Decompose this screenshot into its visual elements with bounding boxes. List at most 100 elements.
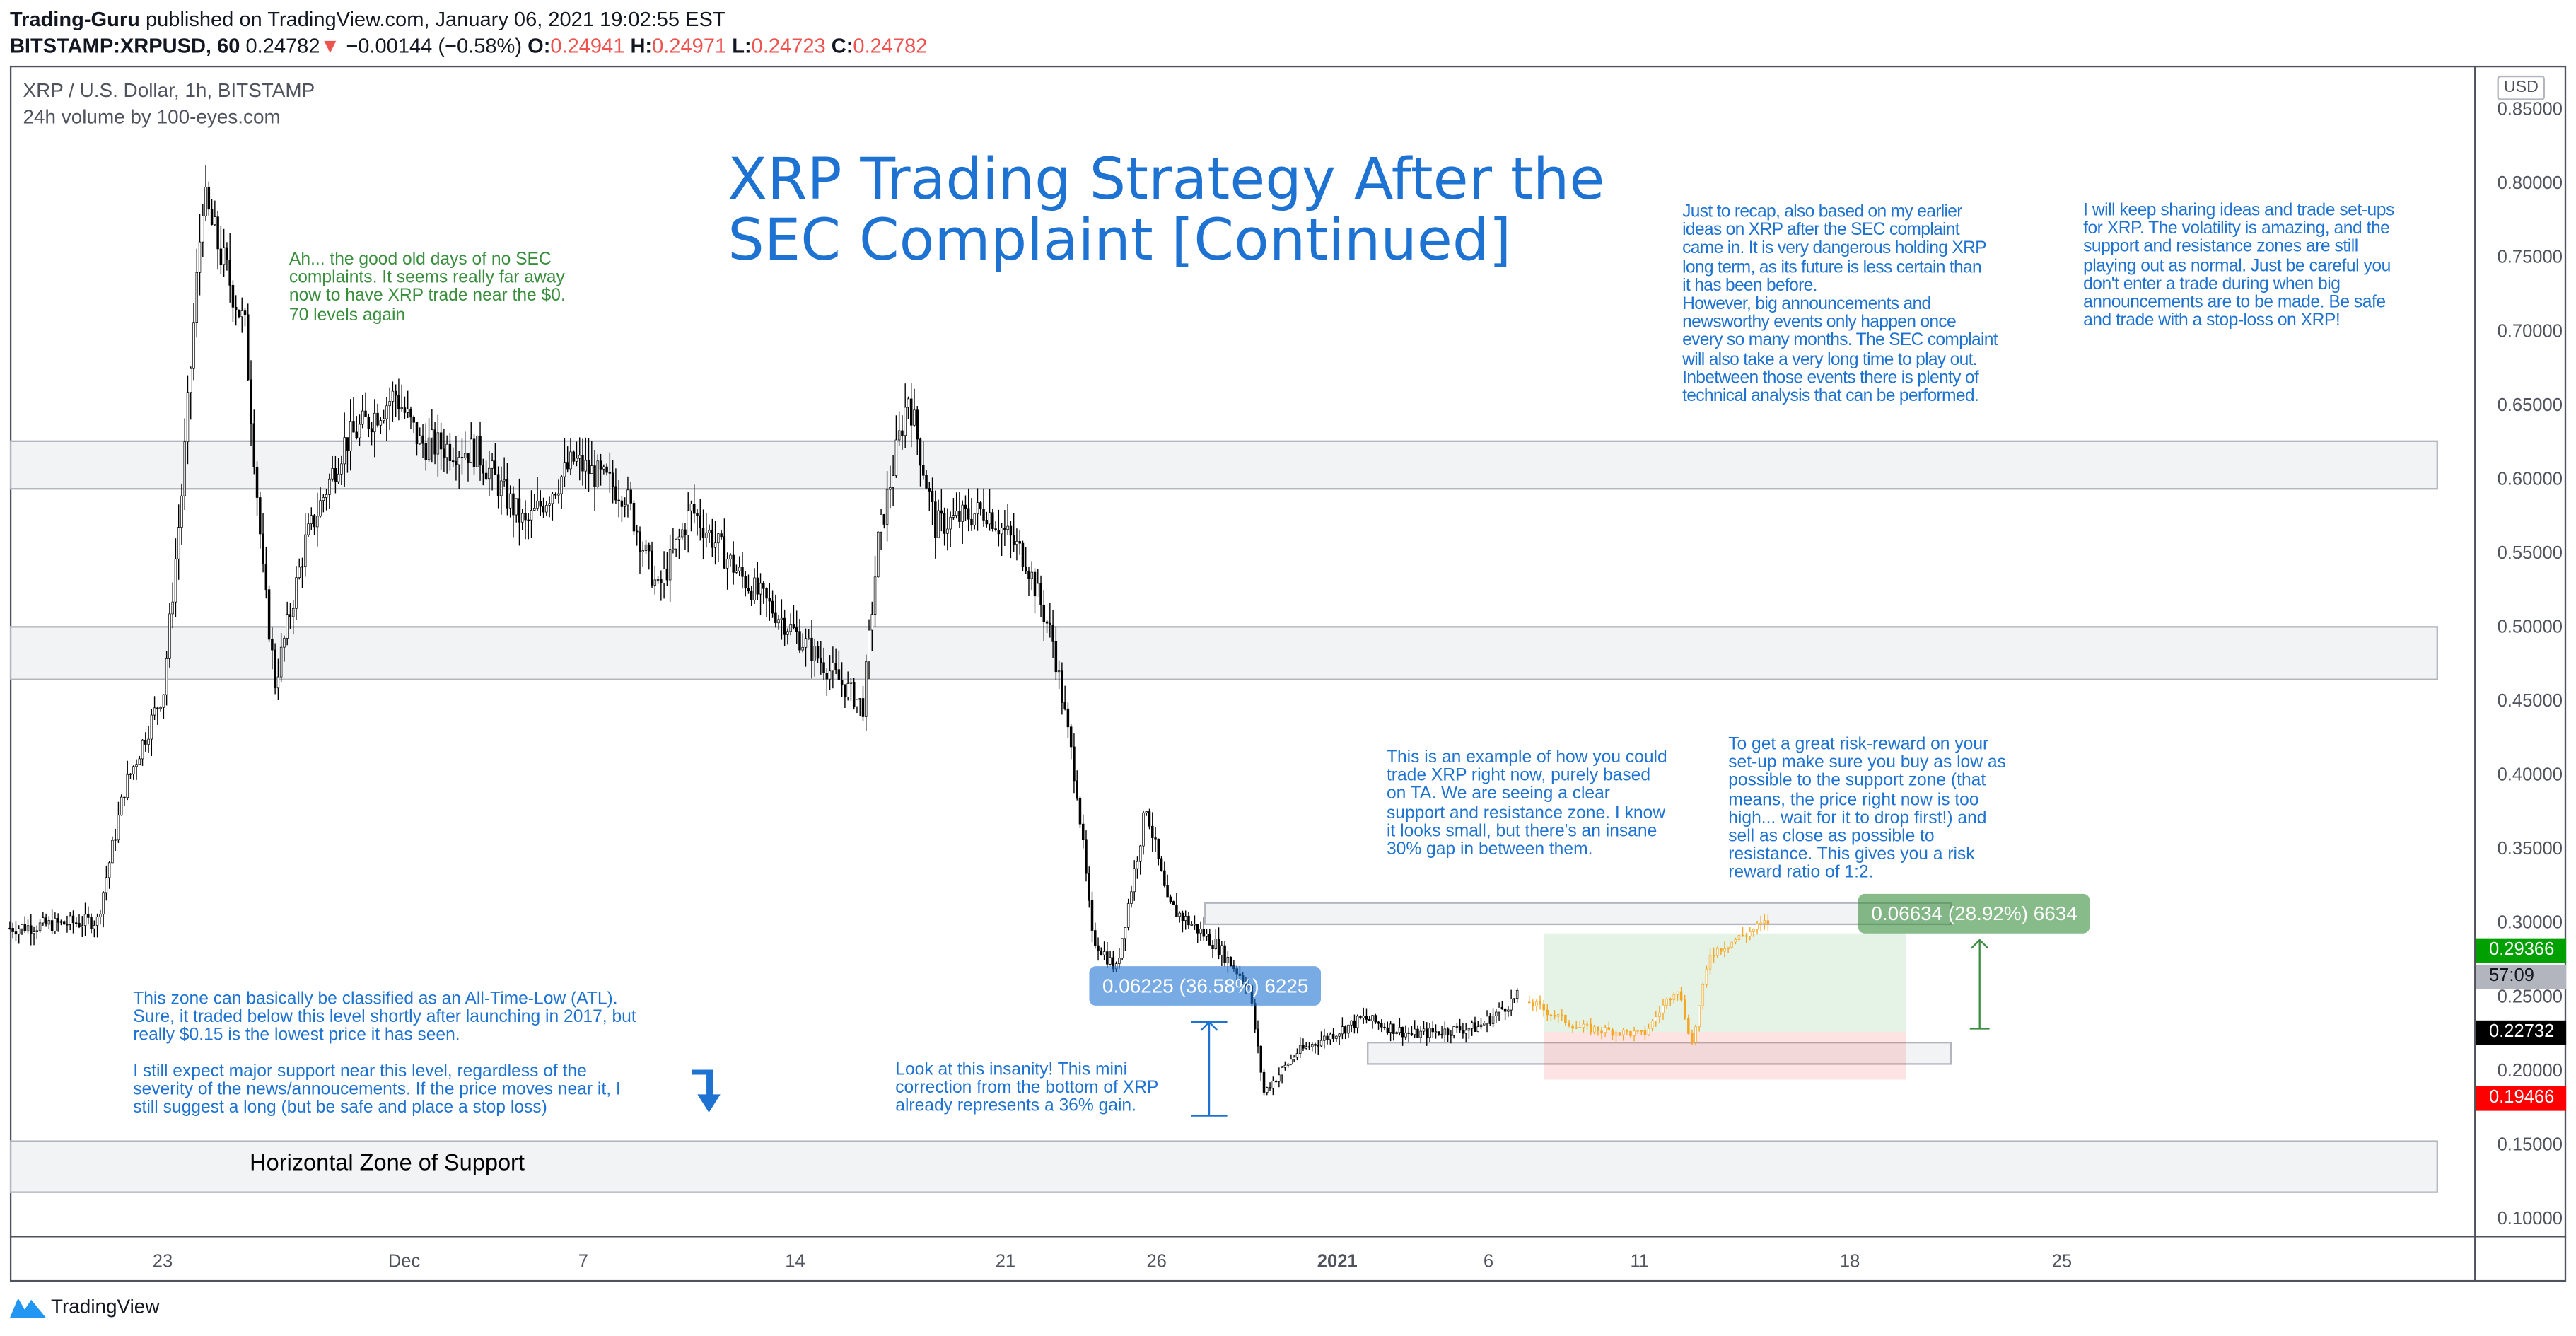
candle-body bbox=[71, 915, 75, 924]
series-legend[interactable]: XRP / U.S. Dollar, 1h, BITSTAMP bbox=[23, 79, 315, 103]
candle bbox=[1474, 1016, 1476, 1033]
note-atl[interactable]: This zone can basically be classified as… bbox=[133, 989, 636, 1046]
candle bbox=[792, 605, 795, 630]
candle bbox=[1100, 947, 1103, 956]
resistance-zone-small[interactable] bbox=[1204, 902, 1952, 926]
candle bbox=[1018, 530, 1021, 555]
candle bbox=[488, 451, 491, 496]
candle bbox=[578, 437, 581, 481]
candle bbox=[240, 297, 243, 333]
candle-body bbox=[1319, 1040, 1323, 1047]
zone-label[interactable]: Horizontal Zone of Support bbox=[250, 1149, 525, 1175]
candle-body bbox=[560, 476, 563, 494]
candle-body bbox=[1413, 1028, 1416, 1035]
candle-body bbox=[1175, 905, 1178, 917]
candle bbox=[23, 916, 27, 934]
candle-body bbox=[45, 917, 47, 925]
candle bbox=[783, 609, 786, 646]
candle bbox=[1286, 1063, 1290, 1068]
candle-body bbox=[1546, 1009, 1549, 1016]
candle bbox=[1452, 1026, 1455, 1039]
note-support[interactable]: I still expect major support near this l… bbox=[133, 1061, 621, 1118]
candle-body bbox=[1371, 1015, 1374, 1021]
candle bbox=[379, 417, 383, 434]
measure-label-up[interactable]: 0.06634 (28.92%) 6634 bbox=[1858, 893, 2091, 934]
candle bbox=[596, 454, 600, 489]
resistance-zone-upper[interactable] bbox=[9, 440, 2438, 490]
candle-body bbox=[1024, 566, 1027, 571]
candle bbox=[825, 668, 829, 697]
candle-body bbox=[590, 465, 593, 474]
candle-body bbox=[808, 637, 810, 639]
idea-title[interactable]: XRP Trading Strategy After the SEC Compl… bbox=[728, 148, 1605, 275]
candle-body bbox=[1063, 702, 1066, 709]
candle bbox=[560, 475, 563, 509]
candle bbox=[460, 438, 464, 475]
measure-label-down[interactable]: 0.06225 (36.58%) 6225 bbox=[1089, 966, 1322, 1006]
candle-body bbox=[569, 451, 572, 470]
candle-body bbox=[1039, 583, 1042, 605]
candle-body bbox=[111, 840, 114, 864]
candle bbox=[117, 801, 120, 843]
resistance-zone-middle[interactable] bbox=[9, 626, 2438, 680]
candle bbox=[548, 496, 551, 518]
support-zone-horizontal[interactable] bbox=[9, 1140, 2438, 1193]
candle bbox=[71, 910, 75, 934]
candle-body bbox=[711, 530, 714, 548]
candle-body bbox=[599, 460, 602, 470]
candle-body bbox=[897, 430, 901, 441]
candle-body bbox=[952, 515, 955, 518]
candle-body bbox=[1094, 930, 1097, 946]
candle bbox=[267, 585, 271, 642]
note-recap[interactable]: Just to recap, also based on my earlier … bbox=[1682, 202, 1998, 406]
candle-body bbox=[931, 491, 934, 503]
candle-body bbox=[388, 401, 391, 407]
candle bbox=[451, 447, 455, 468]
loss-zone[interactable] bbox=[1544, 1032, 1906, 1080]
candle-body bbox=[255, 466, 259, 498]
support-zone-small[interactable] bbox=[1367, 1042, 1952, 1065]
candle-body bbox=[1202, 929, 1206, 937]
candle-body bbox=[397, 395, 400, 409]
note-risk-reward[interactable]: To get a great risk-reward on your set-u… bbox=[1728, 734, 2006, 883]
projection-candle bbox=[1582, 1019, 1585, 1033]
candle-body bbox=[247, 314, 250, 381]
candle-body bbox=[1350, 1020, 1353, 1026]
candle-body bbox=[1708, 955, 1712, 970]
candle-body bbox=[1006, 525, 1009, 530]
candle bbox=[135, 759, 138, 780]
currency-button[interactable]: USD bbox=[2497, 75, 2546, 100]
candle-body bbox=[1636, 1030, 1639, 1032]
note-good-old-days[interactable]: Ah... the good old days of no SEC compla… bbox=[289, 250, 566, 325]
candle-body bbox=[87, 914, 90, 918]
candle-body bbox=[310, 515, 313, 525]
projection-candle bbox=[1756, 920, 1759, 935]
candle-body bbox=[1676, 991, 1679, 995]
tradingview-logo[interactable]: TradingView bbox=[9, 1295, 160, 1318]
candle-body bbox=[602, 466, 605, 470]
candle bbox=[66, 915, 69, 933]
author[interactable]: Trading-Guru bbox=[9, 8, 140, 32]
candle bbox=[313, 514, 316, 535]
candle bbox=[1455, 1023, 1459, 1033]
indicator-legend[interactable]: 24h volume by 100-eyes.com bbox=[23, 105, 281, 129]
candle-body bbox=[1582, 1023, 1585, 1028]
note-example[interactable]: This is an example of how you could trad… bbox=[1386, 748, 1667, 860]
candle bbox=[1377, 1020, 1380, 1030]
candle-body bbox=[1311, 1044, 1314, 1047]
candle bbox=[810, 620, 813, 679]
candle-body bbox=[660, 579, 663, 584]
candle-body bbox=[1217, 939, 1220, 955]
candle-body bbox=[1672, 994, 1676, 1001]
price-tick-label: 0.30000 bbox=[2497, 913, 2563, 934]
candle bbox=[174, 538, 177, 617]
open-value: 0.24941 bbox=[550, 34, 625, 58]
candle-body bbox=[1283, 1064, 1287, 1068]
candle-body bbox=[1271, 1081, 1275, 1089]
note-insanity[interactable]: Look at this insanity! This mini correct… bbox=[895, 1059, 1159, 1117]
candle bbox=[1078, 796, 1082, 829]
candle-body bbox=[1683, 999, 1686, 1019]
note-keep-sharing[interactable]: I will keep sharing ideas and trade set-… bbox=[2083, 200, 2394, 331]
candle-body bbox=[1274, 1081, 1278, 1083]
candle-body bbox=[1172, 901, 1175, 905]
